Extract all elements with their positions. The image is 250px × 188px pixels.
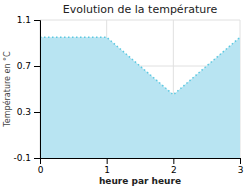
line bbox=[40, 37, 240, 95]
tick: 1.1 bbox=[17, 15, 40, 25]
tick-label: 0.7 bbox=[17, 61, 31, 71]
title: Evolution de la température bbox=[63, 3, 218, 16]
tick: 0 bbox=[38, 158, 44, 175]
grid-line bbox=[40, 20, 240, 21]
tick: 0.3 bbox=[17, 107, 40, 117]
y-axis: -0.1 0.3 0.7 1.1 bbox=[13, 15, 40, 163]
x-axis: 0 1 2 3 bbox=[38, 158, 244, 175]
tick-mark bbox=[240, 158, 241, 164]
tick: 1 bbox=[104, 158, 110, 175]
tick-label: 1.1 bbox=[17, 15, 31, 25]
tick: 3 bbox=[238, 158, 244, 175]
tick-label: 2 bbox=[171, 165, 177, 175]
y-axis-title: Température en °C bbox=[2, 51, 12, 128]
tick-mark bbox=[34, 66, 40, 67]
tick: 2 bbox=[171, 158, 177, 175]
tick-label: 0 bbox=[38, 165, 44, 175]
marks bbox=[40, 37, 240, 158]
chart: 0 1 2 3 -0.1 0.3 0.7 1.1 Evolution de la tempéra… bbox=[0, 0, 250, 188]
area bbox=[40, 37, 240, 158]
tick-label: 3 bbox=[238, 165, 244, 175]
axis-line bbox=[41, 159, 241, 165]
grid bbox=[40, 20, 240, 158]
tick-mark bbox=[173, 158, 174, 164]
tick-mark bbox=[34, 112, 40, 113]
tick: -0.1 bbox=[13, 153, 40, 163]
tick-label: 0.3 bbox=[17, 107, 31, 117]
tick-mark bbox=[34, 158, 40, 159]
axis-line bbox=[34, 21, 41, 159]
x-axis-title: heure par heure bbox=[99, 176, 181, 186]
tick-label: -0.1 bbox=[13, 153, 31, 163]
tick: 0.7 bbox=[17, 61, 40, 71]
tick-label: 1 bbox=[104, 165, 110, 175]
plot: 0 1 2 3 -0.1 0.3 0.7 1.1 bbox=[13, 15, 243, 175]
tick-mark bbox=[34, 20, 40, 21]
tick-mark bbox=[107, 158, 108, 164]
